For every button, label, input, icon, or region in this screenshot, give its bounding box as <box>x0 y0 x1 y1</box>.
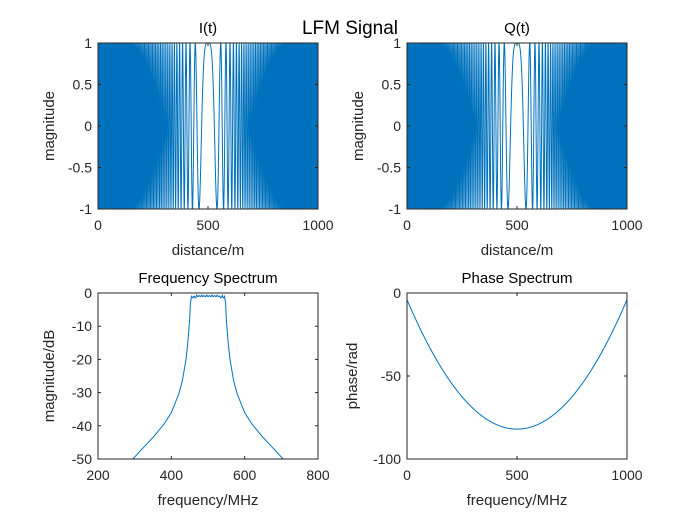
q-xtick-label-0: 0 <box>403 217 411 233</box>
freq-xtick-label-2: 600 <box>233 467 257 483</box>
q-ytick-label-4: 1 <box>393 35 401 51</box>
phase-ytick-label-1: -50 <box>381 368 401 384</box>
i-ytick-label-1: -0.5 <box>68 160 92 176</box>
q-ytick-label-2: 0 <box>393 118 401 134</box>
freq-ytick-label-2: -30 <box>72 385 92 401</box>
i-ytick-label-0: -1 <box>80 201 93 217</box>
subplot-freq: 200 400 600 800 -50 -40 -30 -20 -10 0 Frequency Sp… <box>41 270 330 509</box>
i-xtick-label-2: 1000 <box>302 217 333 233</box>
i-chart-title: I(t) <box>199 20 217 37</box>
q-xtick-label-1: 500 <box>505 217 529 233</box>
freq-xtick-label-0: 200 <box>86 467 110 483</box>
freq-ytick-label-0: -50 <box>72 451 92 467</box>
phase-xtick-label-2: 1000 <box>611 467 642 483</box>
phase-ytick-label-0: -100 <box>373 451 401 467</box>
freq-x-axis-label: frequency/MHz <box>158 492 259 509</box>
subplot-q: 0 500 1000 -1 -0.5 0 0.5 1 Q(t) distance/m magnitu… <box>350 20 643 259</box>
freq-y-axis-label: magnitude/dB <box>41 330 58 423</box>
freq-ytick-label-5: 0 <box>84 285 92 301</box>
i-series-line-0 <box>98 43 318 209</box>
freq-ytick-label-3: -20 <box>72 351 92 367</box>
q-xtick-label-2: 1000 <box>611 217 642 233</box>
i-xtick-label-0: 0 <box>94 217 102 233</box>
subplot-grid: 0 500 1000-1-0.500.51I(t)distance/mmagnitu… <box>41 20 643 509</box>
phase-ytick-label-2: 0 <box>393 285 401 301</box>
q-ytick-label-3: 0.5 <box>382 77 402 93</box>
subplot-phase: 0 500 1000 -100 -50 0 Phase Spectrum frequency/… <box>344 270 643 509</box>
q-y-axis-label: magnitude <box>350 91 367 161</box>
q-x-axis-label: distance/m <box>481 242 554 259</box>
subplot-i: 0 500 1000 -1 -0.5 0 0.5 1 I(t) distance/m magnitu… <box>41 20 334 259</box>
q-series-line-0 <box>407 43 627 209</box>
freq-axes-frame <box>97 292 319 460</box>
i-xtick-label-1: 500 <box>196 217 220 233</box>
q-ytick-label-0: -1 <box>389 201 402 217</box>
i-ytick-label-4: 1 <box>84 35 92 51</box>
phase-xtick-label-1: 500 <box>505 467 529 483</box>
freq-xtick-label-3: 800 <box>306 467 330 483</box>
freq-ytick-label-1: -40 <box>72 418 92 434</box>
i-ytick-label-2: 0 <box>84 118 92 134</box>
phase-y-axis-label: phase/rad <box>344 343 361 410</box>
i-y-axis-label: magnitude <box>41 91 58 161</box>
freq-chart-title: Frequency Spectrum <box>138 270 277 287</box>
freq-ytick-label-4: -10 <box>72 318 92 334</box>
phase-xtick-label-0: 0 <box>403 467 411 483</box>
phase-chart-title: Phase Spectrum <box>462 270 573 287</box>
phase-x-axis-label: frequency/MHz <box>467 492 568 509</box>
figure-title: LFM Signal <box>302 18 398 39</box>
i-x-axis-label: distance/m <box>172 242 245 259</box>
phase-series-line-0 <box>407 299 627 430</box>
freq-series-line-0 <box>132 293 284 459</box>
q-chart-title: Q(t) <box>504 20 530 37</box>
i-ytick-label-3: 0.5 <box>73 77 93 93</box>
freq-xtick-label-1: 400 <box>160 467 184 483</box>
q-ytick-label-1: -0.5 <box>377 160 401 176</box>
